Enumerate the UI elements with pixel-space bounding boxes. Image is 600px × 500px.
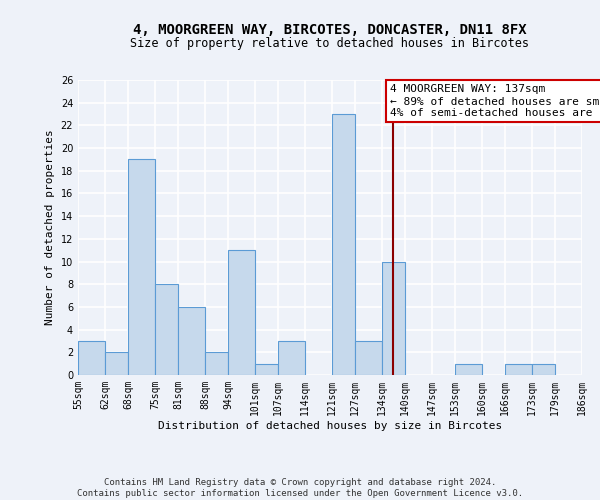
- Bar: [455, 364, 482, 375]
- Bar: [155, 284, 178, 375]
- Bar: [78, 341, 105, 375]
- Bar: [178, 307, 205, 375]
- Bar: [505, 364, 532, 375]
- Bar: [278, 341, 305, 375]
- Bar: [355, 341, 382, 375]
- Text: 4, MOORGREEN WAY, BIRCOTES, DONCASTER, DN11 8FX: 4, MOORGREEN WAY, BIRCOTES, DONCASTER, D…: [133, 22, 527, 36]
- Text: 4 MOORGREEN WAY: 137sqm
← 89% of detached houses are smaller (102)
4% of semi-de: 4 MOORGREEN WAY: 137sqm ← 89% of detache…: [391, 84, 600, 117]
- Bar: [228, 250, 255, 375]
- Bar: [105, 352, 128, 375]
- Bar: [532, 364, 555, 375]
- Bar: [382, 262, 405, 375]
- X-axis label: Distribution of detached houses by size in Bircotes: Distribution of detached houses by size …: [158, 420, 502, 430]
- Text: Contains HM Land Registry data © Crown copyright and database right 2024.
Contai: Contains HM Land Registry data © Crown c…: [77, 478, 523, 498]
- Y-axis label: Number of detached properties: Number of detached properties: [45, 130, 55, 326]
- Bar: [128, 160, 155, 375]
- Bar: [255, 364, 278, 375]
- Bar: [332, 114, 355, 375]
- Bar: [205, 352, 228, 375]
- Text: Size of property relative to detached houses in Bircotes: Size of property relative to detached ho…: [131, 38, 530, 51]
